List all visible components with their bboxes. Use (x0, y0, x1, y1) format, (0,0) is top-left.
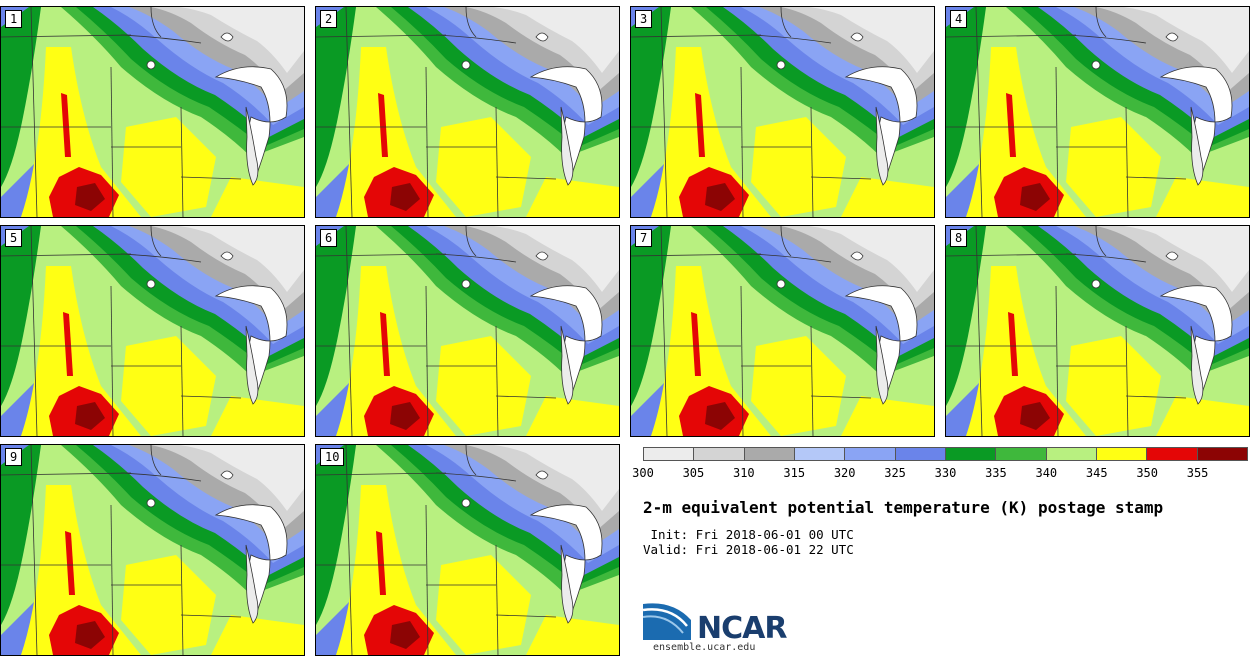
member-number-label: 10 (320, 448, 345, 466)
ensemble-member-map: 5 (0, 225, 305, 437)
ensemble-member-map: 1 (0, 6, 305, 218)
theta-e-map-image (1, 7, 304, 217)
legend-tick-label: 305 (682, 466, 705, 480)
legend-tick-label: 345 (1085, 466, 1108, 480)
init-time: Init: Fri 2018-06-01 00 UTC (643, 527, 854, 542)
theta-e-map-image (631, 226, 934, 436)
legend-tick-label: 315 (783, 466, 806, 480)
theta-e-map-image (316, 226, 619, 436)
legend-swatch (1147, 448, 1198, 460)
legend-swatch (996, 448, 1047, 460)
legend-swatch (694, 448, 745, 460)
member-number-label: 6 (320, 229, 338, 247)
ensemble-member-map: 9 (0, 444, 305, 656)
legend-swatch (1197, 448, 1247, 460)
theta-e-map-image (316, 445, 619, 655)
legend-swatch (644, 448, 695, 460)
valid-time: Valid: Fri 2018-06-01 22 UTC (643, 542, 854, 557)
ncar-logo-text: NCAR (697, 611, 787, 646)
legend-swatch (744, 448, 795, 460)
legend-tick-label: 340 (1035, 466, 1058, 480)
theta-e-map-image (946, 7, 1249, 217)
ensemble-member-map: 4 (945, 6, 1250, 218)
ensemble-member-map: 6 (315, 225, 620, 437)
legend-swatch (1046, 448, 1097, 460)
member-number-label: 7 (635, 229, 653, 247)
legend-swatch (895, 448, 946, 460)
ncar-logo-icon (643, 603, 691, 640)
legend-swatch (1096, 448, 1148, 460)
member-number-label: 8 (950, 229, 968, 247)
member-number-label: 4 (950, 10, 968, 28)
ensemble-member-map: 2 (315, 6, 620, 218)
legend-tick-label: 330 (934, 466, 957, 480)
member-number-label: 5 (5, 229, 23, 247)
member-number-label: 9 (5, 448, 23, 466)
legend-tick-label: 350 (1136, 466, 1158, 480)
theta-e-map-image (1, 226, 304, 436)
legend-tick-label: 310 (732, 466, 755, 480)
plot-title: 2-m equivalent potential temperature (K)… (643, 498, 1164, 517)
ensemble-member-map: 8 (945, 225, 1250, 437)
theta-e-map-image (316, 7, 619, 217)
legend-tick-label: 335 (985, 466, 1007, 480)
ensemble-member-map: 10 (315, 444, 620, 656)
legend-swatch (845, 448, 896, 460)
member-number-label: 1 (5, 10, 23, 28)
legend-tick-label: 355 (1186, 466, 1209, 480)
member-number-label: 3 (635, 10, 653, 28)
ensemble-member-map: 7 (630, 225, 935, 437)
theta-e-map-image (1, 445, 304, 655)
legend-swatch (794, 448, 846, 460)
legend-swatch (945, 448, 997, 460)
legend-tick-label: 325 (884, 466, 906, 480)
theta-e-map-image (631, 7, 934, 217)
member-number-label: 2 (320, 10, 338, 28)
site-url: ensemble.ucar.edu (653, 642, 756, 653)
legend-tick-label: 320 (833, 466, 856, 480)
ensemble-member-map: 3 (630, 6, 935, 218)
color-scale-bar (643, 447, 1248, 461)
legend-tick-label: 300 (632, 466, 654, 480)
theta-e-map-image (946, 226, 1249, 436)
